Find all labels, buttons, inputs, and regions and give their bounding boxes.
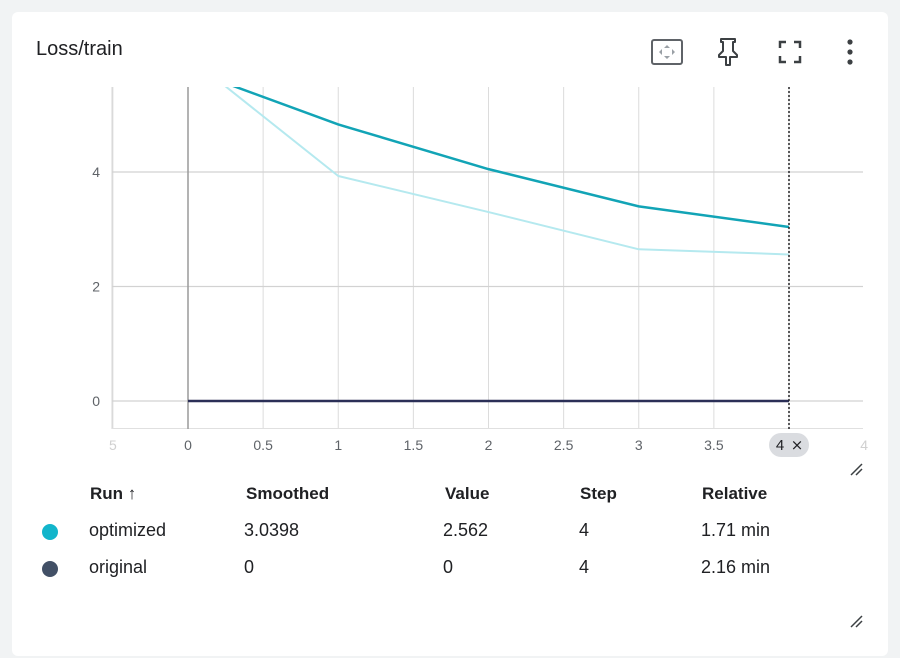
x-tick-label: 2 [485, 437, 493, 453]
more-vert-icon [847, 39, 853, 65]
series-group [188, 87, 790, 403]
fit-domain-button[interactable] [647, 34, 687, 70]
series-line-optimized-smoothed [232, 87, 790, 229]
pin-icon [718, 38, 738, 66]
header-relative: Relative [702, 484, 768, 503]
line-chart[interactable]: 0 2 4 5 0 0.5 1 1.5 2 2.5 3 3.5 4 4 × [12, 12, 888, 482]
close-icon[interactable]: × [791, 436, 804, 454]
table-row-relative: 2.16 min [701, 557, 771, 577]
header-step: Step [580, 484, 617, 503]
x-tick-label: 2.5 [554, 437, 574, 453]
y-tick-label: 0 [92, 393, 100, 409]
table-row-run: original [89, 557, 148, 577]
table-row-smoothed: 0 [244, 557, 255, 577]
y-tick-label: 4 [92, 164, 100, 180]
more-menu-button[interactable] [830, 34, 870, 70]
hover-x-badge[interactable] [769, 433, 809, 457]
header-value: Value [445, 484, 490, 503]
y-tick-label: 2 [92, 279, 100, 295]
header-run[interactable]: Run ↑ [90, 484, 137, 503]
x-tick-label: 1 [334, 437, 342, 453]
table-row-run: optimized [89, 520, 167, 540]
hover-x-badge-label: 4 [776, 437, 784, 454]
fullscreen-icon [778, 40, 802, 64]
header-smoothed: Smoothed [246, 484, 330, 503]
pin-button[interactable] [708, 34, 748, 70]
run-color-dot [42, 561, 58, 577]
run-color-dot [42, 524, 58, 540]
series-line-optimized-raw [224, 87, 790, 256]
x-tick-label: 5 [109, 437, 117, 453]
x-tick-label: 4 [860, 437, 868, 453]
x-tick-label: 3 [635, 437, 643, 453]
x-tick-label: 1.5 [404, 437, 424, 453]
table-row-step: 4 [579, 520, 590, 540]
fit-to-data-icon [651, 39, 683, 65]
x-axis-line [112, 428, 863, 429]
x-tick-label: 0 [184, 437, 192, 453]
x-tick-label: 3.5 [704, 437, 724, 453]
chart-resize-handle[interactable] [849, 462, 863, 476]
table-row-relative: 1.71 min [701, 520, 771, 540]
table-row-step: 4 [579, 557, 590, 577]
card-resize-handle[interactable] [849, 614, 863, 628]
fullscreen-button[interactable] [770, 34, 810, 70]
card-title: Loss/train [36, 38, 123, 60]
scalar-card: Loss/train 0 2 4 5 0 0.5 1 1.5 2 2.5 3 3.5 4 4 × Run ↑… [12, 12, 888, 656]
table-row-value: 0 [443, 557, 454, 577]
x-tick-label: 0.5 [253, 437, 273, 453]
table-row-value: 2.562 [443, 520, 489, 540]
table-row-smoothed: 3.0398 [244, 520, 300, 540]
